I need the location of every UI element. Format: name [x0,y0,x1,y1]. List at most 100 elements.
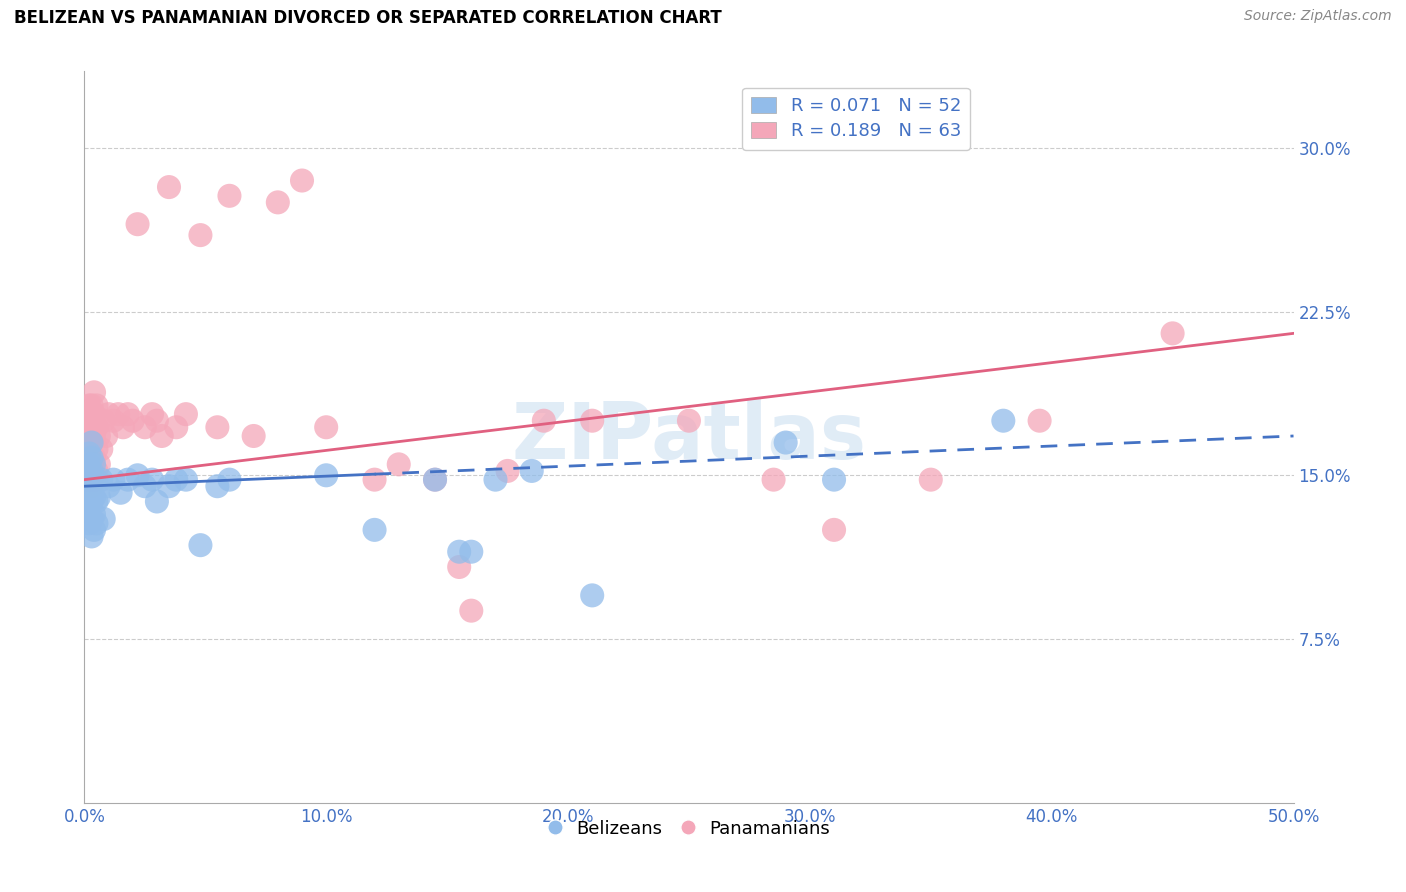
Point [165,473,187,487]
Point [190,538,212,552]
Point [77,414,100,428]
Point [80,529,103,543]
Point [146,414,169,428]
Point [86,494,108,508]
Point [165,420,187,434]
Point [87,429,110,443]
Point [77,446,100,460]
Point [80,464,103,478]
Point [83,473,105,487]
Point [93,414,115,428]
Point [86,420,108,434]
Point [920,473,942,487]
Point [775,435,797,450]
Point [449,545,471,559]
Point [388,458,411,472]
Point [460,545,482,559]
Point [83,458,105,472]
Point [218,189,240,203]
Point [174,407,197,421]
Point [218,473,240,487]
Point [112,420,135,434]
Point [207,479,229,493]
Point [157,479,180,493]
Point [134,479,156,493]
Point [83,523,105,537]
Point [103,414,125,428]
Point [83,429,105,443]
Point [581,414,603,428]
Point [80,458,103,472]
Point [86,516,108,531]
Point [97,479,120,493]
Text: ZIPatlas: ZIPatlas [512,399,866,475]
Point [80,399,103,413]
Point [117,473,139,487]
Point [86,399,108,413]
Point [80,435,103,450]
Point [83,508,105,522]
Point [83,450,105,465]
Point [520,464,543,478]
Point [76,420,98,434]
Point [157,180,180,194]
Point [77,516,100,531]
Point [86,464,108,478]
Point [83,385,105,400]
Point [460,604,482,618]
Point [77,458,100,472]
Point [77,473,100,487]
Point [121,414,143,428]
Point [823,523,845,537]
Point [363,473,385,487]
Point [993,414,1015,428]
Legend: Belizeans, Panamanians: Belizeans, Panamanians [540,813,838,845]
Point [207,420,229,434]
Point [93,512,115,526]
Point [146,494,169,508]
Point [174,473,197,487]
Point [242,429,264,443]
Point [581,588,603,602]
Point [315,420,337,434]
Point [363,523,385,537]
Point [315,468,337,483]
Point [80,435,103,450]
Point [141,407,163,421]
Point [80,479,103,493]
Point [77,450,100,465]
Point [291,173,314,187]
Point [86,473,108,487]
Point [496,464,519,478]
Point [423,473,446,487]
Point [533,414,555,428]
Point [86,442,108,456]
Point [77,501,100,516]
Point [127,468,149,483]
Point [76,479,98,493]
Point [80,414,103,428]
Point [87,490,110,504]
Point [1161,326,1184,341]
Point [267,195,290,210]
Point [80,494,103,508]
Text: BELIZEAN VS PANAMANIAN DIVORCED OR SEPARATED CORRELATION CHART: BELIZEAN VS PANAMANIAN DIVORCED OR SEPAR… [14,9,721,27]
Point [76,435,98,450]
Point [141,473,163,487]
Point [1028,414,1050,428]
Point [134,420,156,434]
Point [83,407,105,421]
Point [97,407,120,421]
Point [150,429,173,443]
Point [107,407,129,421]
Point [127,217,149,231]
Text: Source: ZipAtlas.com: Source: ZipAtlas.com [1244,9,1392,23]
Point [77,429,100,443]
Point [823,473,845,487]
Point [77,399,100,413]
Point [90,442,112,456]
Point [449,560,471,574]
Point [90,473,112,487]
Point [87,458,110,472]
Point [80,450,103,465]
